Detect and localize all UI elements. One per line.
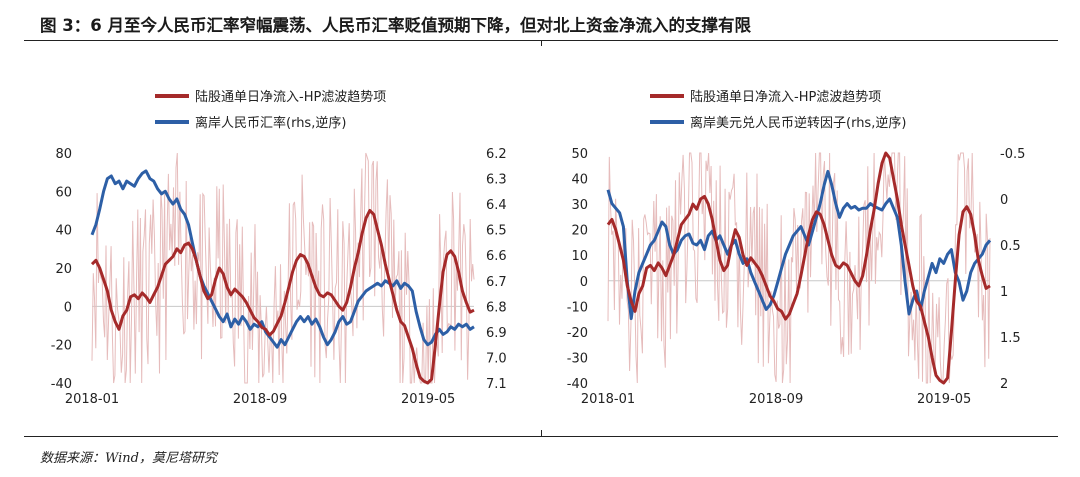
right-tick-label-0: 6.6 — [486, 249, 507, 264]
x-tick-label-1: 2018-01 — [581, 392, 635, 407]
right-tick-label-0: 6.8 — [486, 300, 507, 315]
left-tick-label-1: 20 — [571, 224, 588, 239]
left-tick-label-1: -30 — [567, 351, 588, 366]
left-tick-label-0: -40 — [51, 377, 72, 392]
legend-entry-0: 陆股通单日净流入-HP滤波趋势项 — [195, 89, 386, 105]
x-tick-label-0: 2018-01 — [65, 392, 119, 407]
left-tick-label-1: 30 — [571, 198, 588, 213]
right-tick-label-0: 6.7 — [486, 275, 507, 290]
right-tick-label-1: 0 — [1000, 193, 1008, 208]
series-blue-line-0 — [90, 169, 475, 349]
left-tick-label-1: 10 — [571, 249, 588, 264]
series-red-line-1 — [606, 151, 991, 385]
right-tick-label-0: 6.4 — [486, 198, 507, 213]
top-divider-tick — [541, 40, 542, 46]
bottom-rule — [24, 436, 1058, 437]
right-tick-label-0: 6.3 — [486, 173, 507, 188]
left-tick-label-1: -10 — [567, 300, 588, 315]
left-tick-label-0: 40 — [55, 224, 72, 239]
legend-entry-1: 陆股通单日净流入-HP滤波趋势项 — [690, 89, 881, 105]
figure-title: 图 3：6 月至今人民币汇率窄幅震荡、人民币汇率贬值预期下降，但对北上资金净流入… — [40, 16, 751, 35]
series-blue-line-1 — [606, 169, 992, 321]
raw-daily-inflow-0 — [91, 152, 475, 384]
left-tick-label-0: 0 — [64, 300, 72, 315]
right-tick-label-1: -0.5 — [1000, 147, 1025, 162]
right-tick-label-0: 7.0 — [486, 351, 507, 366]
x-tick-label-1: 2018-09 — [749, 392, 803, 407]
right-tick-label-1: 2 — [1000, 377, 1008, 392]
left-tick-label-1: 0 — [580, 275, 588, 290]
left-tick-label-0: 20 — [55, 262, 72, 277]
x-tick-label-0: 2019-05 — [401, 392, 455, 407]
right-tick-label-0: 6.9 — [486, 326, 507, 341]
left-tick-label-1: 40 — [571, 173, 588, 188]
left-tick-label-0: 60 — [55, 185, 72, 200]
x-tick-label-0: 2018-09 — [233, 392, 287, 407]
x-tick-label-1: 2019-05 — [917, 392, 971, 407]
right-tick-label-0: 7.1 — [486, 377, 507, 392]
bottom-divider-tick — [541, 430, 542, 436]
series-red-line-0 — [90, 209, 475, 385]
right-tick-label-1: 1 — [1000, 285, 1008, 300]
left-tick-label-0: 80 — [55, 147, 72, 162]
right-tick-label-0: 6.5 — [486, 224, 507, 239]
legend-entry-0: 离岸人民币汇率(rhs,逆序) — [195, 115, 346, 131]
left-tick-label-1: -40 — [567, 377, 588, 392]
right-tick-label-1: 1.5 — [1000, 331, 1021, 346]
right-tick-label-0: 6.2 — [486, 147, 507, 162]
left-tick-label-1: 50 — [571, 147, 588, 162]
left-tick-label-1: -20 — [567, 326, 588, 341]
left-tick-label-0: -20 — [51, 339, 72, 354]
figure-source: 数据来源：Wind，莫尼塔研究 — [40, 451, 217, 466]
right-tick-label-1: 0.5 — [1000, 239, 1021, 254]
legend-entry-1: 离岸美元兑人民币逆转因子(rhs,逆序) — [690, 115, 906, 131]
